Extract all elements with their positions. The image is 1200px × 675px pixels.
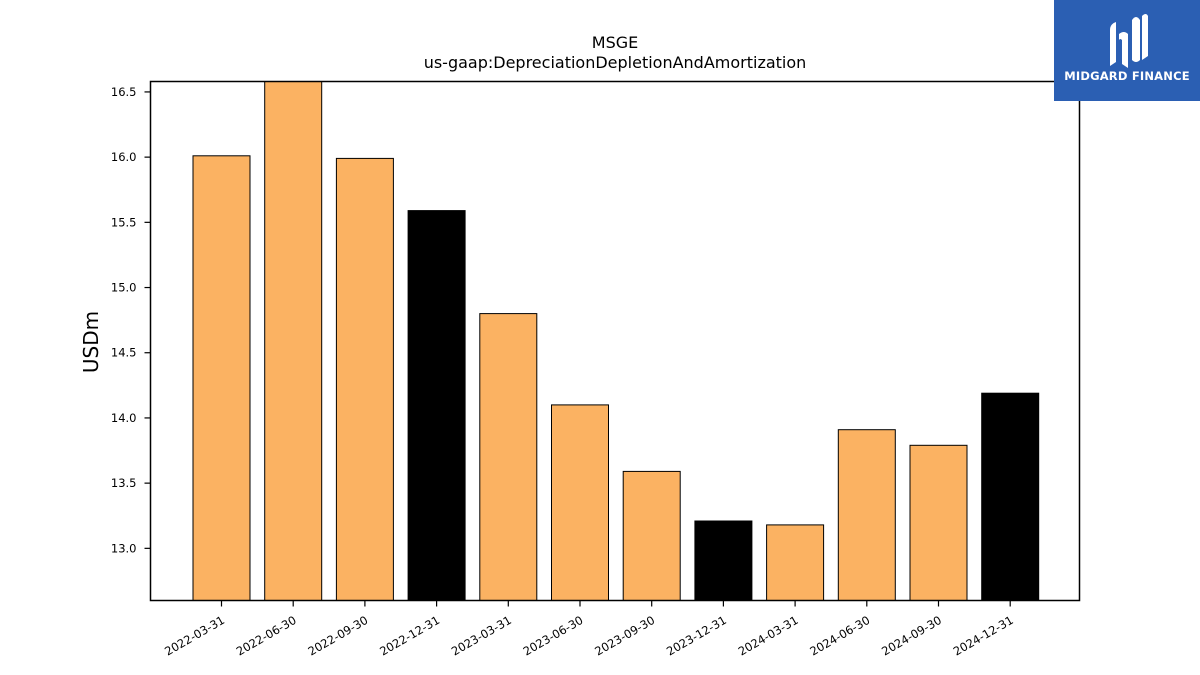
y-tick-label: 13.0 (111, 541, 137, 555)
x-tick-label: 2024-06-30 (807, 613, 872, 659)
bar-2024-09-30 (909, 444, 968, 601)
x-tick-label: 2022-06-30 (234, 613, 299, 659)
plot-frame (149, 80, 1081, 602)
bar-2022-12-31 (407, 210, 466, 601)
bar-2022-03-31 (192, 155, 251, 602)
x-tick-label: 2022-03-31 (162, 613, 227, 659)
x-ticks-group: 2022-03-31 2022-06-30 2022-09-30 2022-12-31… (162, 600, 1016, 659)
y-tick-label: 15.5 (111, 215, 137, 229)
y-tick-label: 16.5 (111, 85, 137, 99)
logo-text: MIDGARD FINANCE (1064, 69, 1190, 83)
midgard-logo-icon (1110, 14, 1148, 68)
x-tick-label: 2024-12-31 (951, 613, 1016, 659)
y-tick-label: 13.5 (111, 476, 137, 490)
y-tick-label: 16.0 (111, 150, 137, 164)
x-tick-label: 2022-12-31 (377, 613, 442, 659)
x-tick-label: 2023-06-30 (521, 613, 586, 659)
x-tick-label: 2022-09-30 (306, 613, 371, 659)
bar-2024-06-30 (837, 429, 896, 602)
bar-2023-12-31 (694, 520, 753, 601)
y-tick-label: 14.5 (111, 346, 137, 360)
y-tick-label: 14.0 (111, 411, 137, 425)
x-tick-label: 2023-03-31 (449, 613, 514, 659)
bar-2023-06-30 (551, 404, 609, 601)
y-ticks-group: 13.0 13.5 14.0 14.5 15.0 15.5 16.0 16.5 (111, 85, 151, 555)
x-tick-label: 2023-12-31 (664, 613, 729, 659)
bar-2024-12-31 (981, 392, 1040, 602)
y-tick-label: 15.0 (111, 281, 137, 295)
bar-2023-09-30 (622, 470, 681, 601)
bar-2024-03-31 (766, 524, 825, 602)
x-tick-label: 2024-03-31 (736, 613, 801, 659)
bar-2023-03-31 (479, 313, 538, 601)
brand-logo: MIDGARD FINANCE (1054, 0, 1200, 101)
chart-subtitle: us-gaap:DepreciationDepletionAndAmortiza… (424, 53, 807, 72)
x-tick-label: 2023-09-30 (592, 613, 657, 659)
bar-2022-06-30 (264, 81, 323, 601)
bars-group (192, 81, 1040, 602)
chart-title: MSGE (592, 33, 638, 52)
x-tick-label: 2024-09-30 (879, 613, 944, 659)
y-axis-label: USDm (79, 311, 103, 373)
bar-2022-09-30 (335, 157, 394, 601)
